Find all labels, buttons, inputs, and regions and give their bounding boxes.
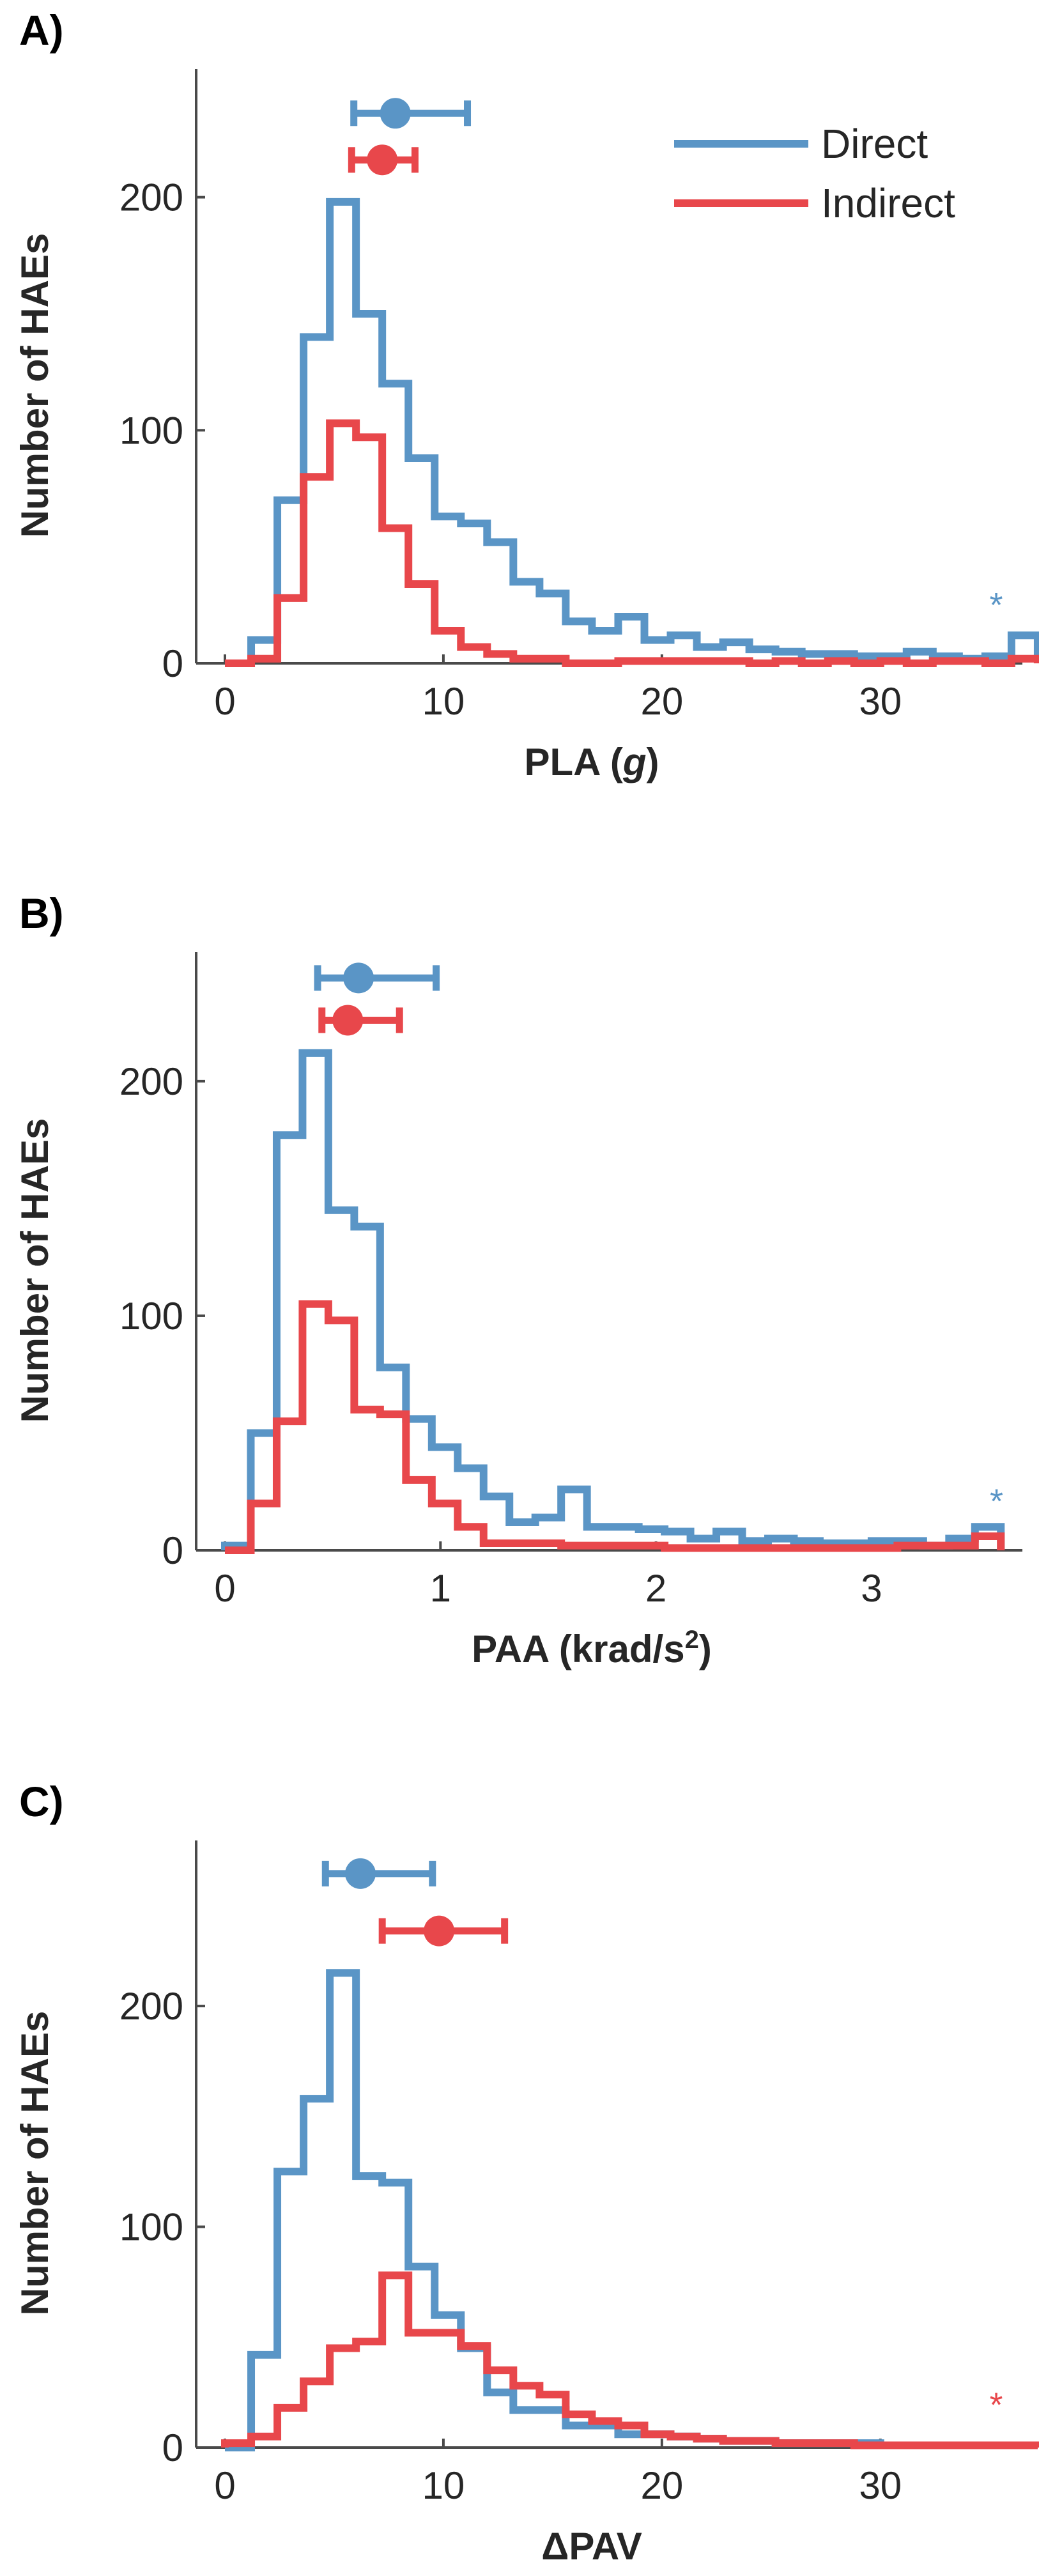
- y-axis-label: Number of HAEs: [13, 2011, 56, 2316]
- histogram-indirect: [225, 419, 1039, 667]
- mean-marker-indirect: [424, 1915, 455, 1947]
- outlier-asterisk: *: [990, 1482, 1003, 1520]
- mean-marker-direct: [380, 98, 411, 129]
- histogram-indirect: [221, 2271, 1039, 2449]
- x-tick-label: 20: [640, 680, 683, 723]
- x-tick-label: 20: [640, 2464, 683, 2507]
- x-axis-label: ΔPAV: [541, 2525, 642, 2568]
- legend-label-direct: Direct: [821, 121, 928, 167]
- x-axis-label: PAA (krad/s2): [472, 1626, 712, 1670]
- x-tick-label: 0: [214, 2464, 235, 2507]
- y-tick-label: 0: [162, 1529, 183, 1572]
- x-tick-label: 3: [861, 1567, 882, 1610]
- x-tick-label: 0: [214, 1567, 235, 1610]
- x-tick-label: 10: [422, 680, 465, 723]
- panel-2: B) 0 100 200 0 1 2 3 Number of HAEs PAA (krad/s2)…: [13, 890, 1022, 1670]
- y-tick-label: 200: [119, 1060, 183, 1103]
- histogram-direct: [225, 1969, 1039, 2451]
- x-tick-label: 1: [430, 1567, 451, 1610]
- panel-label: C): [19, 1778, 64, 1825]
- x-tick-label: 2: [645, 1567, 666, 1610]
- y-tick-label: 100: [119, 2206, 183, 2249]
- panel-label: B): [19, 890, 64, 937]
- legend: Direct Indirect: [674, 121, 955, 226]
- x-tick-label: 10: [422, 2464, 465, 2507]
- y-tick-label: 0: [162, 2426, 183, 2469]
- panel-1: A) 0 100 200 0 10 20 30 Number of HAEs PLA (g) * Di…: [13, 6, 1039, 783]
- y-tick-label: 0: [162, 642, 183, 685]
- y-tick-label: 200: [119, 176, 183, 219]
- y-tick-label: 100: [119, 1295, 183, 1338]
- x-tick-label: 30: [859, 2464, 902, 2507]
- mean-marker-indirect: [367, 144, 398, 176]
- panel-3: C) 0 100 200 0 10 20 30 Number of HAEs ΔPAV *: [13, 1778, 1039, 2568]
- outlier-asterisk: *: [989, 586, 1003, 624]
- histogram-indirect: [225, 1300, 1005, 1554]
- histogram-direct: [225, 197, 1039, 667]
- x-tick-label: 30: [859, 680, 902, 723]
- y-axis-label: Number of HAEs: [13, 1118, 56, 1423]
- y-tick-label: 100: [119, 409, 183, 452]
- x-axis-label: PLA (g): [524, 741, 659, 783]
- x-tick-label: 0: [214, 680, 235, 723]
- mean-marker-direct: [344, 1858, 376, 1889]
- y-axis-label: Number of HAEs: [13, 233, 56, 538]
- legend-label-indirect: Indirect: [821, 180, 955, 226]
- panel-label: A): [19, 6, 64, 54]
- mean-marker-indirect: [332, 1005, 364, 1036]
- y-tick-label: 200: [119, 1985, 183, 2028]
- outlier-asterisk: *: [989, 2386, 1003, 2425]
- histogram-direct: [221, 1049, 1005, 1550]
- mean-marker-direct: [343, 962, 374, 994]
